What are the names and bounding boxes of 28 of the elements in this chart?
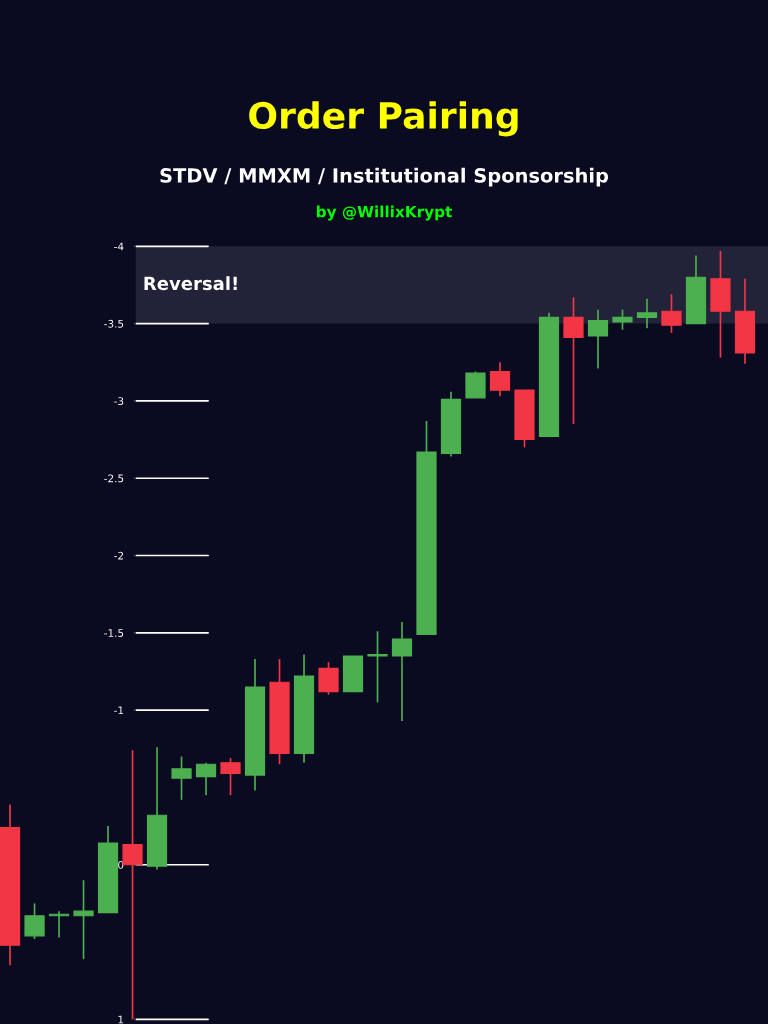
candlestick — [220, 757, 241, 797]
y-tick-label: -1.5 — [104, 629, 124, 637]
chart-title: Order Pairing — [249, 101, 518, 137]
candlestick — [318, 661, 339, 696]
candlestick — [171, 755, 192, 801]
y-tick-label: 0 — [118, 860, 124, 869]
candlestick — [73, 879, 94, 960]
chart-subtitle: STDV / MMXM / Institutional Sponsorship — [160, 167, 609, 187]
y-tick-label: -4 — [114, 242, 124, 251]
candlestick — [661, 293, 682, 334]
candlestick — [587, 308, 609, 370]
y-tick-label: -2 — [114, 551, 124, 560]
y-tick-label: -2.5 — [104, 474, 124, 483]
candlestick — [636, 298, 658, 330]
candlestick — [563, 296, 584, 425]
candlestick — [391, 621, 413, 722]
y-tick-label: -3.5 — [104, 319, 124, 328]
y-tick-label: -1 — [114, 706, 124, 715]
candlestick — [24, 902, 45, 940]
candlestick — [122, 749, 143, 1021]
candlestick — [195, 761, 217, 797]
candlestick — [489, 361, 511, 398]
text: by @WillixKrypt — [316, 205, 453, 221]
y-tick-label: -3 — [114, 397, 124, 406]
candlestick — [612, 308, 633, 331]
y-tick-label: 1 — [118, 1015, 124, 1024]
candlestick — [367, 630, 388, 704]
band-label: Reversal! — [144, 276, 237, 291]
